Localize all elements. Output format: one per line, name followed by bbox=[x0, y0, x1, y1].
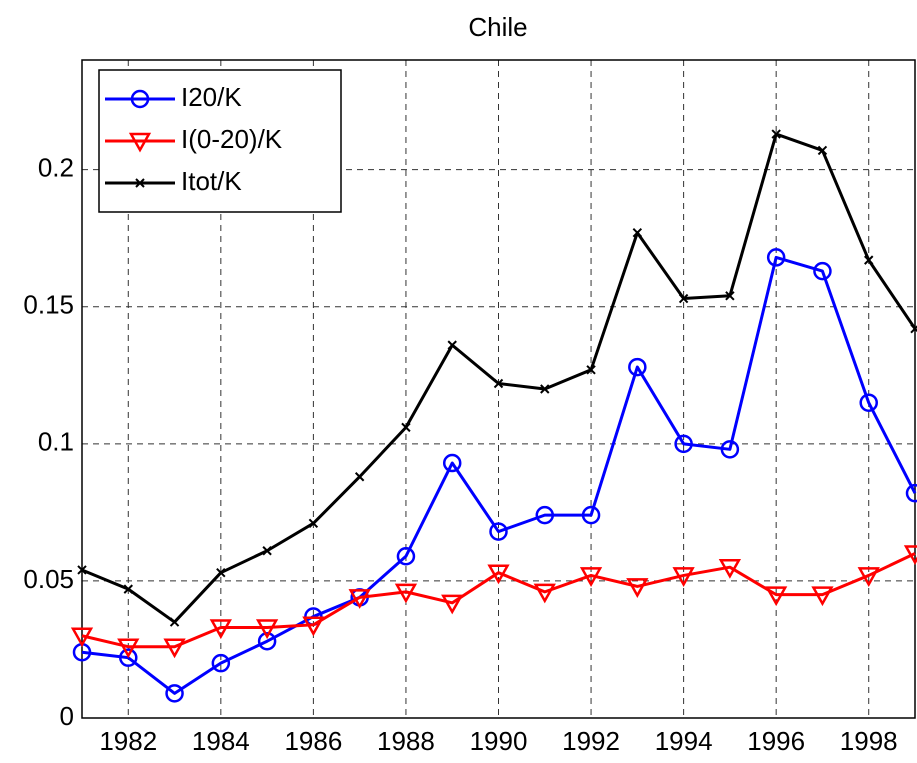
marker bbox=[348, 589, 371, 609]
marker bbox=[632, 228, 643, 238]
y-tick-label: 0.15 bbox=[23, 290, 74, 320]
marker bbox=[864, 255, 874, 265]
marker bbox=[535, 505, 555, 525]
marker bbox=[674, 434, 693, 454]
marker bbox=[255, 619, 279, 640]
marker bbox=[718, 558, 742, 579]
marker bbox=[678, 293, 689, 304]
marker bbox=[401, 422, 411, 433]
y-tick-label: 0.05 bbox=[23, 564, 74, 594]
marker bbox=[302, 616, 325, 637]
marker bbox=[771, 129, 781, 139]
marker bbox=[447, 340, 457, 350]
marker bbox=[70, 627, 94, 648]
x-tick-label: 1986 bbox=[284, 726, 342, 756]
marker bbox=[766, 248, 786, 267]
y-tick-label: 0.2 bbox=[38, 153, 74, 183]
marker bbox=[581, 505, 601, 525]
marker bbox=[626, 578, 649, 598]
marker bbox=[308, 518, 319, 529]
marker bbox=[169, 617, 180, 627]
marker bbox=[579, 567, 603, 587]
marker bbox=[396, 546, 416, 566]
marker bbox=[117, 638, 140, 659]
marker bbox=[540, 384, 550, 394]
x-tick-label: 1992 bbox=[562, 726, 620, 756]
x-tick-label: 1982 bbox=[99, 726, 157, 756]
marker bbox=[903, 545, 917, 566]
marker bbox=[441, 594, 464, 615]
marker bbox=[489, 522, 508, 541]
marker bbox=[672, 567, 695, 587]
marker bbox=[77, 565, 87, 575]
legend-marker bbox=[135, 178, 145, 188]
marker bbox=[533, 583, 556, 604]
marker bbox=[859, 393, 878, 412]
marker bbox=[628, 357, 647, 377]
legend-marker bbox=[130, 89, 150, 109]
marker bbox=[725, 291, 735, 301]
marker bbox=[163, 638, 186, 659]
marker bbox=[493, 378, 504, 389]
legend-label: I20/K bbox=[181, 82, 242, 112]
marker bbox=[765, 586, 788, 607]
x-tick-label: 1990 bbox=[470, 726, 528, 756]
legend-label: Itot/K bbox=[181, 166, 242, 196]
chart-title: Chile bbox=[468, 12, 527, 42]
x-tick-label: 1988 bbox=[377, 726, 435, 756]
marker bbox=[442, 453, 462, 473]
marker bbox=[354, 472, 365, 482]
marker bbox=[811, 586, 834, 607]
marker bbox=[857, 567, 880, 587]
marker bbox=[817, 145, 828, 156]
y-tick-label: 0.1 bbox=[38, 427, 74, 457]
marker bbox=[262, 546, 272, 556]
marker bbox=[216, 567, 226, 578]
marker bbox=[905, 483, 917, 503]
x-tick-label: 1996 bbox=[747, 726, 805, 756]
y-tick-label: 0 bbox=[60, 701, 74, 731]
x-tick-label: 1998 bbox=[840, 726, 898, 756]
marker bbox=[813, 261, 832, 281]
marker bbox=[123, 584, 133, 594]
marker bbox=[586, 365, 596, 375]
marker bbox=[720, 440, 740, 459]
marker bbox=[165, 684, 184, 703]
line bbox=[81, 552, 916, 649]
x-tick-label: 1984 bbox=[192, 726, 250, 756]
line bbox=[81, 255, 917, 695]
marker bbox=[119, 648, 138, 667]
plot-frame bbox=[81, 59, 916, 719]
marker bbox=[487, 564, 510, 585]
legend-marker bbox=[128, 132, 152, 153]
marker bbox=[211, 653, 231, 673]
x-tick-label: 1994 bbox=[655, 726, 713, 756]
marker bbox=[209, 619, 232, 640]
legend-label: I(0-20)/K bbox=[181, 124, 283, 154]
marker bbox=[910, 323, 917, 334]
legend: I20/K I(0-20)/K Itot/K bbox=[98, 69, 342, 213]
marker bbox=[257, 631, 277, 651]
marker bbox=[394, 583, 418, 604]
